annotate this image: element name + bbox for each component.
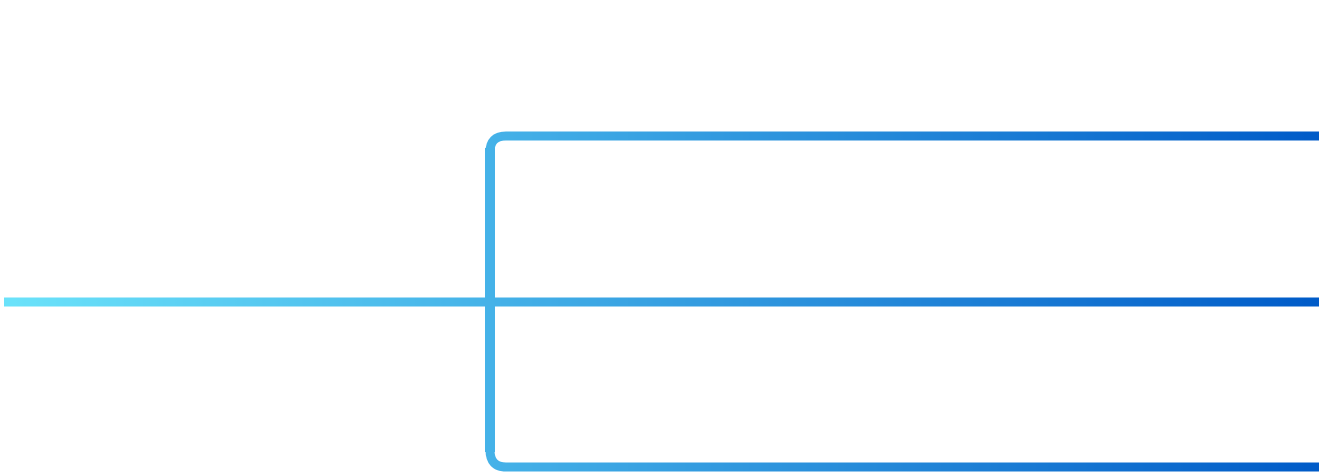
branch-top xyxy=(485,131,1319,153)
branch-bottom xyxy=(485,449,1319,472)
